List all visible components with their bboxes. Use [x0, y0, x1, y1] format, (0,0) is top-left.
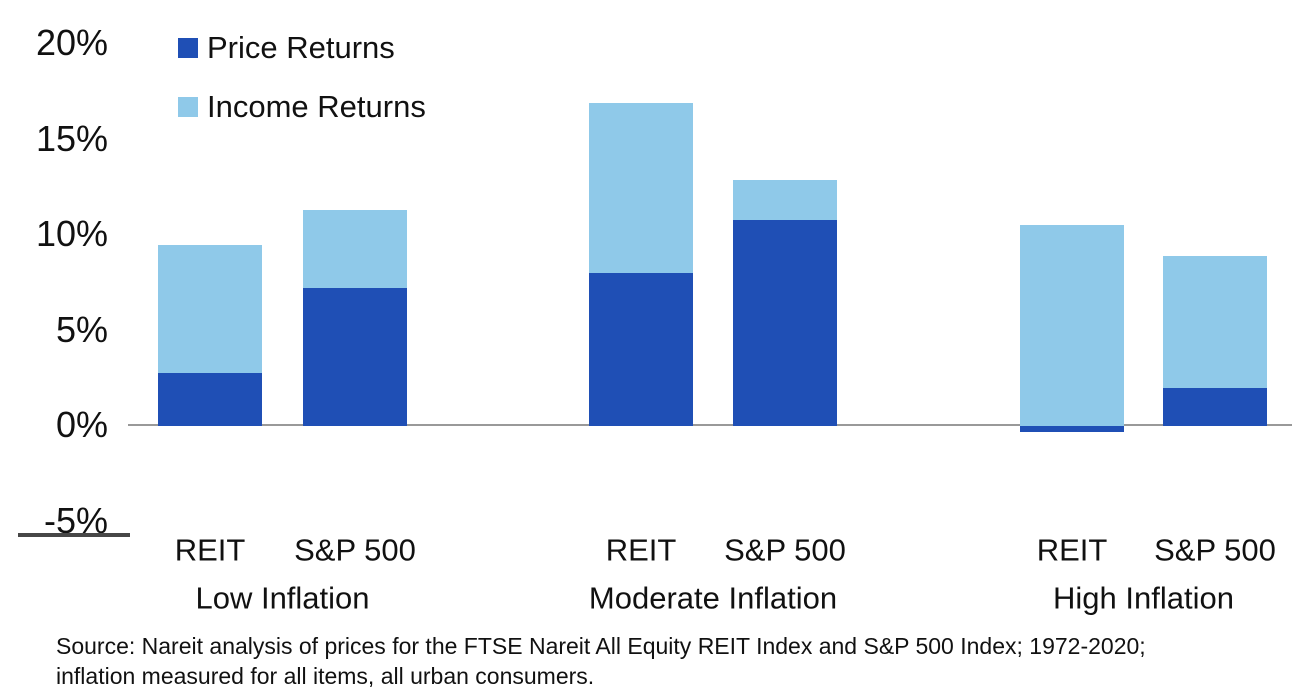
zero-axis-line — [128, 424, 1292, 426]
price-returns-bar-segment — [1020, 426, 1124, 432]
income-returns-bar-segment — [1163, 256, 1267, 388]
y-axis-tick-label: 20% — [35, 22, 108, 63]
price-returns-bar-segment — [303, 288, 407, 426]
bar-label: REIT — [174, 532, 246, 568]
y-axis-tick-label: 5% — [55, 308, 108, 350]
bar-label: S&P 500 — [1154, 532, 1276, 568]
legend-label-income-returns: Income Returns — [207, 89, 426, 124]
income-returns-bar-segment — [733, 179, 837, 220]
legend-label-price-returns: Price Returns — [207, 30, 395, 65]
y-axis-tick-label: -5% — [43, 499, 108, 541]
income-returns-bar-segment — [589, 103, 693, 274]
price-returns-bar-segment — [589, 273, 693, 426]
income-returns-swatch-icon — [178, 96, 198, 117]
bar-label: S&P 500 — [294, 532, 416, 568]
bar-label: REIT — [605, 532, 677, 568]
legend-item-price-returns: Price Returns — [178, 31, 426, 64]
bar-label: REIT — [1036, 532, 1108, 568]
income-returns-bar-segment — [303, 210, 407, 289]
y-axis-tick-label: 10% — [35, 213, 108, 254]
category-group-label: Moderate Inflation — [588, 580, 838, 616]
category-group-label: High Inflation — [1053, 580, 1234, 616]
source-note-line2: inflation measured for all items, all ur… — [56, 663, 595, 689]
bar-label: S&P 500 — [724, 532, 846, 568]
source-note: Source: Nareit analysis of prices for th… — [56, 631, 1146, 691]
y-axis-tick-label: 15% — [35, 117, 108, 159]
income-returns-bar-segment — [158, 244, 262, 373]
price-returns-bar-segment — [733, 219, 837, 426]
cropped-baseline-artifact — [18, 533, 130, 537]
y-axis-tick-label: 0% — [55, 404, 108, 445]
price-returns-bar-segment — [1163, 387, 1267, 426]
income-returns-bar-segment — [1020, 225, 1124, 426]
price-returns-swatch-icon — [178, 37, 198, 58]
source-note-line1: Source: Nareit analysis of prices for th… — [56, 633, 1146, 659]
category-group-label: Low Inflation — [195, 580, 370, 616]
legend: Price Returns Income Returns — [178, 31, 426, 149]
price-returns-bar-segment — [158, 372, 262, 426]
legend-item-income-returns: Income Returns — [178, 90, 426, 123]
